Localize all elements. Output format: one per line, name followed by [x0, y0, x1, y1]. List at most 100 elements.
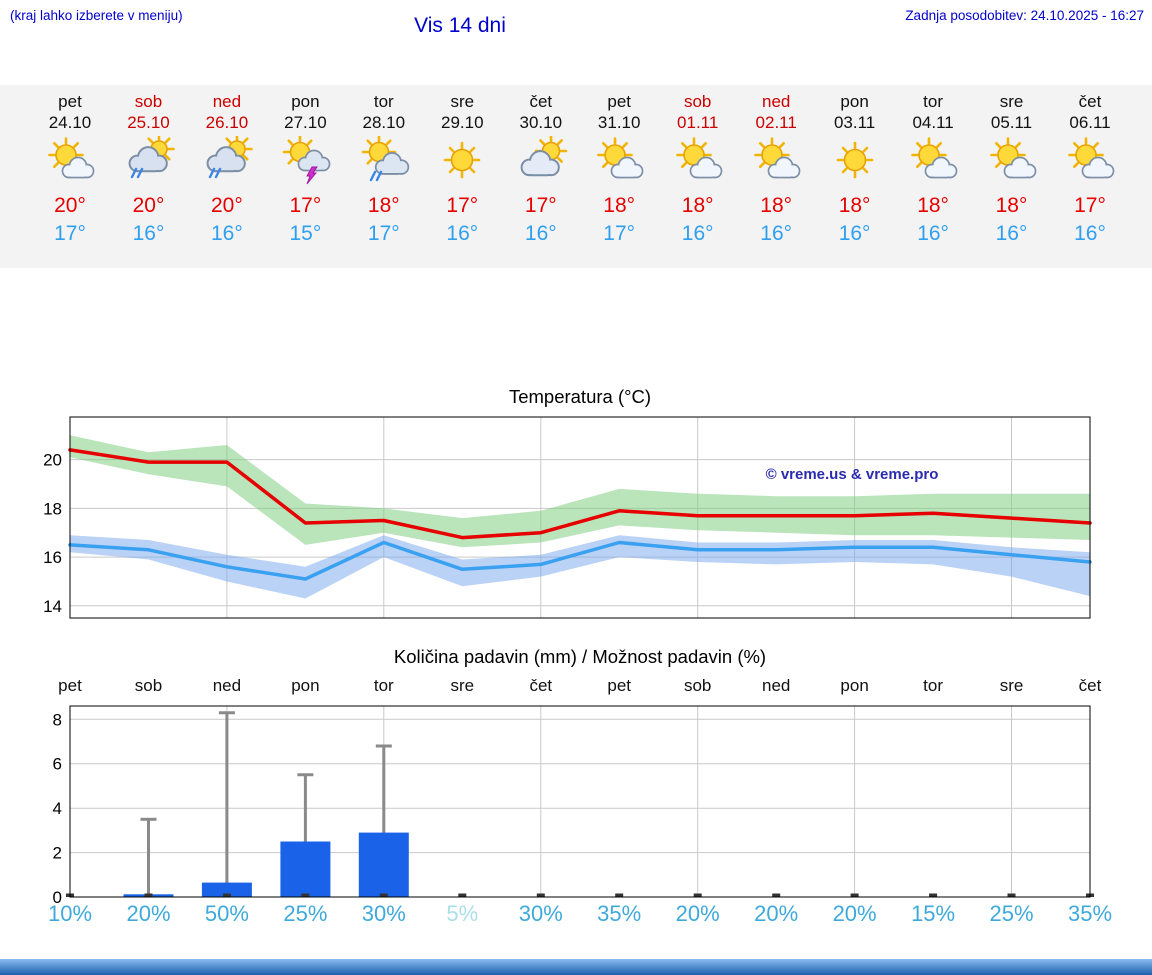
temperature-chart: 14 16 18 20 © vreme.us & vreme.pro: [43, 416, 1092, 619]
precip-bar: [201, 882, 252, 897]
day-name: čet: [529, 92, 553, 111]
precip-xtick: [615, 893, 624, 897]
precip-xtick: [772, 893, 781, 897]
forecast-day-column: čet 30.10 17° 16°: [501, 91, 581, 247]
precip-day-label: sre: [999, 676, 1024, 695]
day-low-temp: 16°: [446, 222, 479, 245]
cloud-shape: [374, 152, 410, 175]
rain-streaks: [208, 167, 222, 179]
forecast-day-column: ned 02.11 18° 16°: [736, 91, 816, 247]
precipitation-day-labels: pet sob ned pon tor sre čet pet sob ned pon tor sre č…: [0, 676, 1152, 698]
sun-disc: [450, 148, 474, 172]
precip-ytick-label: 6: [53, 755, 62, 774]
precip-bar: [358, 832, 409, 897]
cloud-sun-rain-icon: [128, 136, 175, 179]
day-weather-icon: [658, 133, 738, 189]
day-name: sre: [999, 92, 1024, 111]
day-low-temp: 15°: [289, 222, 322, 245]
sun-cloud-icon: [675, 137, 723, 179]
precip-ytick-label: 0: [53, 888, 62, 907]
cloud-shape: [1003, 156, 1036, 179]
precip-probability: 15%: [911, 901, 956, 926]
day-high-temp: 18°: [681, 194, 714, 217]
precip-plot-area: [70, 706, 1090, 897]
sun-icon: [443, 141, 481, 179]
day-low-temp: 16°: [838, 222, 871, 245]
forecast-day-column: sre 05.11 18° 16°: [972, 91, 1052, 247]
day-weather-icon: [1050, 133, 1130, 189]
day-date: 31.10: [597, 113, 641, 132]
precip-ytick-label: 2: [53, 844, 62, 863]
day-weather-icon: [972, 133, 1052, 189]
rain-streaks: [130, 167, 143, 179]
day-low-temp: 16°: [1074, 222, 1106, 245]
precip-xtick: [693, 893, 702, 897]
day-name: sob: [134, 92, 163, 111]
day-name: sob: [683, 92, 712, 111]
day-date: 30.10: [519, 113, 563, 132]
precip-day-label: pon: [840, 676, 869, 695]
day-weather-icon: [736, 133, 816, 189]
day-weather-icon: [579, 133, 659, 189]
day-name: pet: [607, 92, 631, 111]
day-date: 03.11: [833, 113, 876, 132]
forecast-day-column: tor 04.11 18° 16°: [893, 91, 973, 247]
precip-probability: 50%: [204, 901, 249, 926]
day-name: tor: [373, 92, 394, 111]
precip-xtick: [850, 893, 859, 897]
sun-cloud-icon: [911, 137, 958, 179]
cloud-shape: [689, 156, 723, 179]
forecast-day-column: ned 26.10 20° 16°: [187, 91, 267, 247]
precip-day-label: ned: [762, 676, 791, 695]
precip-xtick: [222, 893, 231, 897]
watermark-text: © vreme.us & vreme.pro: [766, 466, 939, 483]
day-high-temp: 17°: [524, 194, 557, 217]
precip-probability: 5%: [446, 901, 479, 926]
precip-ytick-label: 4: [53, 799, 62, 818]
cloud-shape: [520, 150, 560, 177]
precip-day-label: tor: [373, 676, 394, 695]
precip-xtick: [379, 893, 388, 897]
temp-ytick-label: 14: [43, 597, 62, 616]
forecast-day-column: sob 01.11 18° 16°: [658, 91, 738, 247]
precip-day-label: ned: [212, 676, 242, 695]
sun-cloud-icon: [48, 137, 95, 179]
day-high-temp: 20°: [211, 194, 243, 217]
temp-plot-border: [69, 416, 1091, 619]
day-high-temp: 18°: [603, 194, 636, 217]
forecast-day-column: pon 27.10 17° 15°: [265, 91, 345, 247]
day-weather-icon: [893, 133, 973, 189]
day-date: 25.10: [127, 113, 170, 132]
precip-day-label: pet: [607, 676, 631, 695]
cloud-shape: [1081, 156, 1115, 179]
forecast-strip: pet 24.10 20° 17° sob 25.10 20° 16° ned 26.10 2…: [0, 85, 1152, 268]
day-high-temp: 18°: [995, 194, 1028, 217]
day-name: sre: [450, 92, 475, 111]
sun-rays: [443, 141, 481, 179]
day-date: 26.10: [205, 113, 249, 132]
precip-probability: 35%: [1067, 901, 1113, 926]
day-low-temp: 16°: [760, 222, 793, 245]
day-name: pet: [58, 92, 82, 111]
sun-cloud-icon: [1068, 137, 1115, 179]
cloud-sun-icon: [520, 136, 568, 177]
day-high-temp: 20°: [132, 194, 165, 217]
precip-xtick: [929, 893, 938, 897]
precip-bar: [280, 841, 331, 897]
forecast-day-column: sre 29.10 17° 16°: [422, 91, 502, 247]
sun-rays: [836, 141, 873, 179]
day-high-temp: 18°: [838, 194, 871, 217]
precip-ytick-label: 8: [53, 710, 62, 729]
day-date: 27.10: [284, 113, 327, 132]
day-name: pon: [291, 92, 320, 111]
cloud-shape: [610, 156, 644, 179]
precip-xtick: [144, 893, 153, 897]
max-temp-line: [68, 448, 1092, 540]
cloud-shape: [924, 156, 958, 179]
day-high-temp: 17°: [446, 194, 479, 217]
precip-probability: 10%: [47, 901, 93, 926]
menu-hint-text: (kraj lahko izberete v meniju): [10, 8, 183, 23]
precip-day-label: sre: [450, 676, 475, 695]
day-weather-icon: [109, 133, 189, 189]
